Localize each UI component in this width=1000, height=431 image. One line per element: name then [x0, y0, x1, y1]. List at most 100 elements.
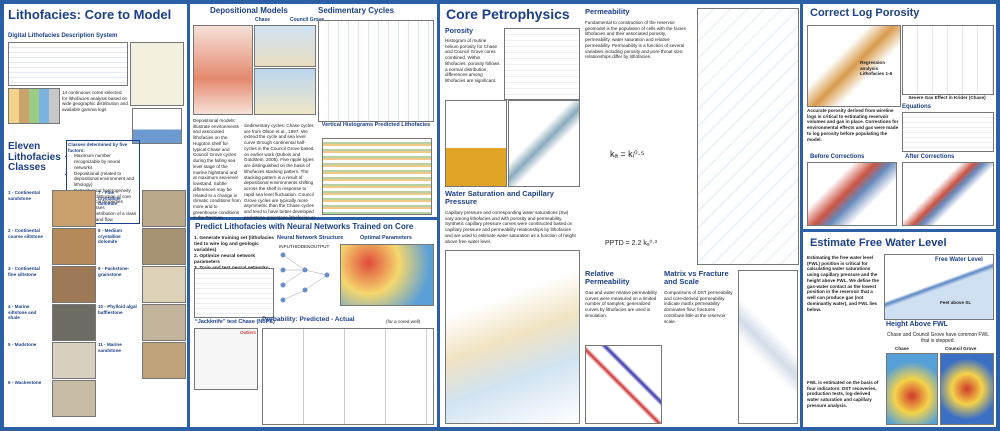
section-heading: Probability: Predicted - Actual	[262, 316, 355, 323]
body-text: Capillary pressure and corresponding wat…	[445, 210, 576, 244]
class-name: 3 - Continental fine siltstone	[8, 266, 40, 277]
section-heading: Predict Lithofacies with Neural Networks…	[195, 222, 414, 231]
note: (for a cored well)	[386, 319, 421, 324]
layer-label: INPUT	[279, 244, 293, 249]
equation: PPTD = 2.2 kₐ⁰·³	[605, 240, 657, 247]
equations-box	[902, 112, 994, 152]
section-heading: Depositional Models	[210, 6, 288, 15]
factor: Depositional (related to depositional en…	[74, 171, 138, 188]
class-name: 6 - Wackestone	[8, 380, 42, 385]
council-grove-map	[940, 353, 994, 425]
jackknife-plot	[194, 328, 258, 390]
council-grove-model	[254, 68, 316, 115]
porosity-table	[504, 28, 580, 100]
porosity-histogram	[445, 100, 507, 187]
relperm-plot	[585, 345, 662, 424]
class-name: 11 - Marine sandstone	[98, 342, 122, 353]
class-name: 5 - Mudstone	[8, 342, 37, 347]
class-name: 1 - Continental sandstone	[8, 190, 40, 201]
matrix-plot	[738, 270, 798, 424]
class-name: 4 - Marine siltstone and shale	[8, 304, 37, 321]
class-name: 10 - Phylloid algal bafflestone	[98, 304, 137, 315]
class-name: 2 - Continental coarse siltstone	[8, 228, 43, 239]
capillary-plots	[445, 250, 580, 424]
factor: Maximum number recognizable by neural ne…	[74, 153, 138, 170]
section-heading: Sedimentary Cycles	[318, 6, 395, 15]
step: 2. Optimize neural network parameters	[194, 253, 256, 265]
gas-effect-log	[902, 25, 994, 95]
description-table	[8, 42, 128, 86]
core-photo	[52, 380, 96, 417]
core-photo	[52, 190, 96, 227]
core-photo	[52, 266, 96, 303]
porosity-crossplot	[508, 100, 580, 187]
core-photo	[142, 304, 186, 341]
section-heading: Eleven Lithofacies Classes	[8, 141, 61, 173]
panel-title: Estimate Free Water Level	[810, 237, 947, 249]
section-heading: Porosity	[445, 28, 474, 35]
class-name: 7 - Fine crystalline dolomite	[98, 190, 121, 207]
section-heading: Before Corrections	[810, 154, 865, 160]
class-name: 9 - Packstone-grainstone	[98, 266, 130, 277]
section-heading: Digital Lithofacies Description System	[8, 33, 118, 39]
core-photo	[52, 342, 96, 379]
body-text: Fundamental to construction of the reser…	[585, 20, 686, 60]
core-photo	[142, 228, 186, 265]
panel-title: Correct Log Porosity	[810, 7, 920, 19]
before-plot	[807, 162, 897, 226]
label: Council Grove	[290, 17, 325, 23]
label: Council Grove	[945, 346, 977, 351]
regression-plot	[807, 25, 901, 107]
body-text: Gas and water relative permeability curv…	[585, 290, 658, 318]
vertical-histograms	[322, 138, 432, 215]
section-heading: Matrix vs Fracture and Scale	[664, 269, 729, 286]
layer-label: OUTPUT	[310, 244, 330, 249]
label: Chase	[895, 346, 909, 351]
label: Feet above SL	[940, 300, 972, 305]
body-text: Histogram of routine helium porosity for…	[445, 38, 500, 84]
section-heading: Permeability	[585, 7, 630, 16]
label: Regression analysis Lithofacies 1-6	[860, 60, 893, 77]
step: 1. Generate training set (lithofacies ti…	[194, 236, 274, 253]
label: Severe Gas Effect in Krider (Chase)	[908, 95, 986, 100]
note-text: 14 continuous cores selected for lithofa…	[62, 90, 128, 113]
core-photo	[52, 228, 96, 265]
chase-model	[254, 25, 316, 67]
section-heading: Water Saturation and Capillary Pressure	[445, 189, 554, 206]
body-text: Estimating the free water level (FWL) po…	[807, 255, 879, 312]
chase-map	[886, 353, 938, 425]
fwl-map	[884, 254, 994, 320]
core-photo	[142, 342, 186, 379]
cycle-figure	[318, 20, 434, 122]
section-heading: Neural Network Structure	[277, 235, 344, 241]
body-text: Accurate porosity derived from wireline …	[807, 108, 899, 142]
after-plot	[902, 162, 994, 226]
section-heading: Optimal Parameters	[360, 235, 412, 241]
layer-labels: INPUT HIDDEN OUTPUT	[279, 244, 329, 250]
section-heading: Vertical Histograms Predicted Lithofacie…	[321, 122, 431, 128]
body-text: Comparisons of DST permeability and core…	[664, 290, 733, 324]
class-name: 8 - Medium crystalline dolomite	[98, 228, 122, 245]
body-text: FWL is estimated on the basis of four in…	[807, 380, 879, 408]
figure-title: Free Water Level	[935, 257, 983, 263]
volume-histogram	[132, 108, 182, 144]
lithofacies-legend	[8, 88, 60, 124]
label: Outliers	[240, 330, 256, 335]
section-heading: “Jackknife” test Chase (NoPE)	[195, 319, 275, 325]
core-photo	[52, 304, 96, 341]
panel-title: Core Petrophysics	[446, 6, 570, 22]
section-heading: Height Above FWL	[886, 321, 948, 328]
sea-level-curve	[193, 25, 253, 115]
section-heading: Equations	[902, 104, 932, 110]
permeability-crossplots	[697, 8, 799, 265]
section-heading: After Corrections	[905, 154, 955, 160]
probability-logs	[262, 328, 434, 425]
method-notes	[194, 268, 274, 318]
equation: kₐ = kᵢ⁰·⁵	[610, 149, 645, 159]
factor: Petrophysical heterogeneity	[74, 188, 138, 194]
core-map	[130, 42, 184, 106]
factors-heading: Classes determined by five factors:	[68, 142, 128, 153]
core-photo	[142, 190, 186, 227]
core-photo	[142, 266, 186, 303]
